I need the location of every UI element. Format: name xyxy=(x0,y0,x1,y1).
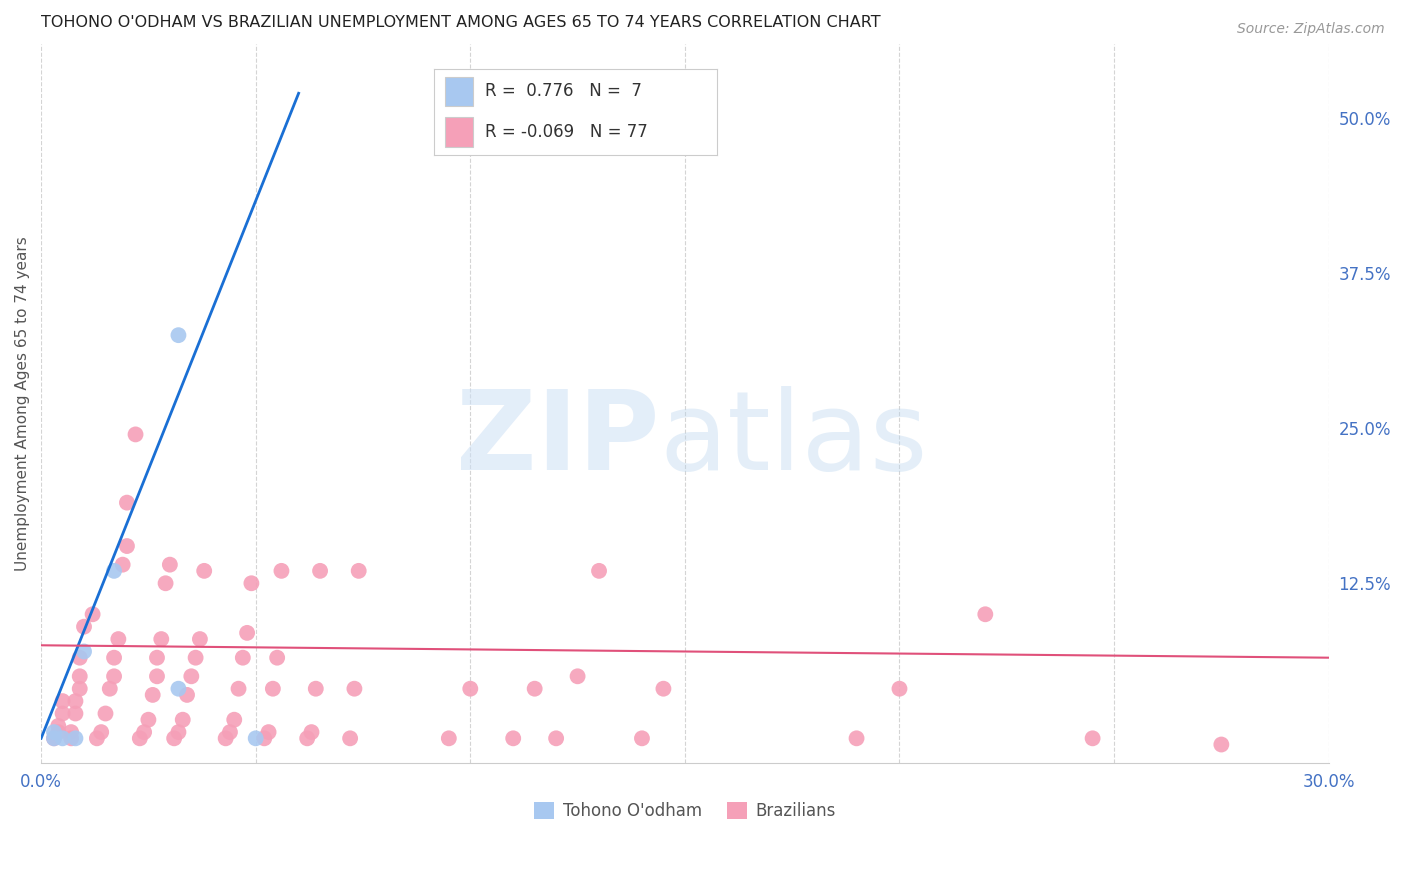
Point xyxy=(339,731,361,746)
Point xyxy=(257,725,280,739)
Point xyxy=(90,725,112,739)
Point xyxy=(228,681,250,696)
Point xyxy=(240,576,263,591)
Point xyxy=(176,688,198,702)
Point xyxy=(305,681,328,696)
Point xyxy=(193,564,215,578)
Point xyxy=(86,731,108,746)
Point xyxy=(103,650,125,665)
Text: TOHONO O'ODHAM VS BRAZILIAN UNEMPLOYMENT AMONG AGES 65 TO 74 YEARS CORRELATION C: TOHONO O'ODHAM VS BRAZILIAN UNEMPLOYMENT… xyxy=(41,15,880,30)
Point xyxy=(42,731,65,746)
Point xyxy=(128,731,150,746)
Point xyxy=(146,669,169,683)
Point xyxy=(236,626,259,640)
Point xyxy=(132,725,155,739)
Point xyxy=(343,681,366,696)
Point xyxy=(188,632,211,646)
Y-axis label: Unemployment Among Ages 65 to 74 years: Unemployment Among Ages 65 to 74 years xyxy=(15,236,30,571)
Point xyxy=(245,731,267,746)
Point xyxy=(347,564,370,578)
Point xyxy=(138,713,160,727)
Point xyxy=(115,495,138,509)
Point xyxy=(142,688,165,702)
Legend: Tohono O'odham, Brazilians: Tohono O'odham, Brazilians xyxy=(527,796,842,827)
Point xyxy=(124,427,146,442)
Point xyxy=(172,713,194,727)
Point xyxy=(502,731,524,746)
Point xyxy=(1081,731,1104,746)
Point xyxy=(52,731,75,746)
Point xyxy=(146,650,169,665)
Point xyxy=(150,632,173,646)
Point xyxy=(974,607,997,622)
Point xyxy=(69,650,91,665)
Point xyxy=(262,681,284,696)
Point xyxy=(69,669,91,683)
Point xyxy=(103,564,125,578)
Point xyxy=(94,706,117,721)
Point xyxy=(588,564,610,578)
Point xyxy=(219,725,242,739)
Point xyxy=(295,731,318,746)
Point xyxy=(889,681,911,696)
Point xyxy=(523,681,546,696)
Point xyxy=(42,731,65,746)
Text: Source: ZipAtlas.com: Source: ZipAtlas.com xyxy=(1237,22,1385,37)
Text: atlas: atlas xyxy=(659,386,928,493)
Point xyxy=(167,725,190,739)
Point xyxy=(631,731,654,746)
Point xyxy=(107,632,129,646)
Point xyxy=(65,706,87,721)
Point xyxy=(111,558,134,572)
Point xyxy=(103,669,125,683)
Point xyxy=(309,564,332,578)
Point xyxy=(567,669,589,683)
Point xyxy=(65,731,87,746)
Point xyxy=(73,644,96,658)
Point xyxy=(1211,738,1233,752)
Point xyxy=(253,731,276,746)
Point xyxy=(98,681,121,696)
Point xyxy=(458,681,481,696)
Point xyxy=(115,539,138,553)
Point xyxy=(65,694,87,708)
Point xyxy=(42,725,65,739)
Point xyxy=(845,731,868,746)
Point xyxy=(301,725,323,739)
Point xyxy=(167,328,190,343)
Point xyxy=(82,607,104,622)
Point xyxy=(69,681,91,696)
Point xyxy=(46,725,69,739)
Point xyxy=(73,620,96,634)
Point xyxy=(214,731,236,746)
Point xyxy=(224,713,246,727)
Point xyxy=(652,681,675,696)
Point xyxy=(270,564,292,578)
Point xyxy=(163,731,186,746)
Point xyxy=(180,669,202,683)
Point xyxy=(266,650,288,665)
Point xyxy=(184,650,207,665)
Point xyxy=(60,725,83,739)
Point xyxy=(546,731,568,746)
Point xyxy=(60,731,83,746)
Point xyxy=(46,719,69,733)
Point xyxy=(52,694,75,708)
Point xyxy=(52,706,75,721)
Point xyxy=(155,576,177,591)
Point xyxy=(167,681,190,696)
Text: ZIP: ZIP xyxy=(456,386,659,493)
Point xyxy=(232,650,254,665)
Point xyxy=(159,558,181,572)
Point xyxy=(437,731,460,746)
